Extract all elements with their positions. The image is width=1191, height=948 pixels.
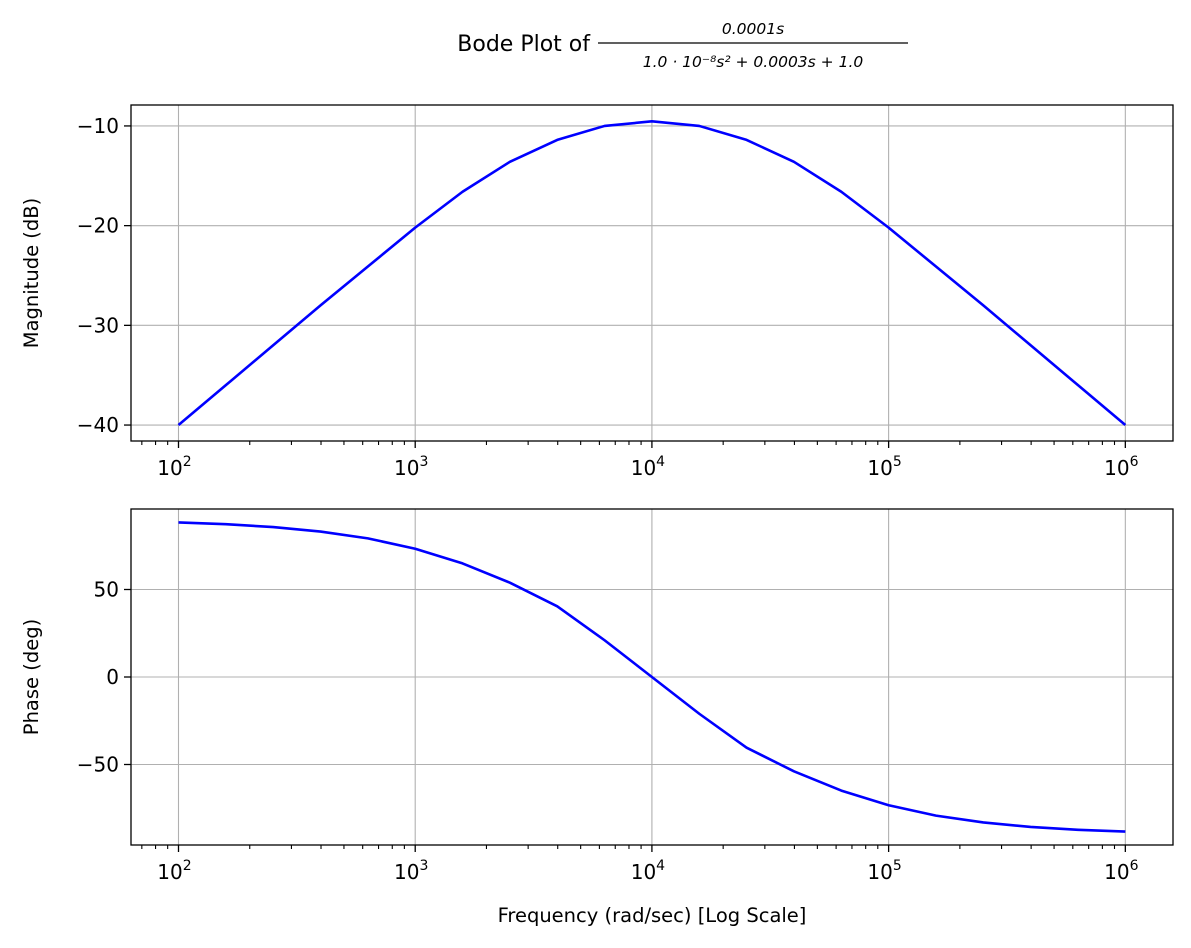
panel0-x-tick-exponent-1: 3 — [419, 454, 428, 470]
panel0-y-axis-label: Magnitude (dB) — [20, 198, 43, 348]
title-prefix: Bode Plot of — [457, 32, 591, 57]
panel0-x-tick-exponent-3: 5 — [893, 454, 902, 470]
panel1-x-tick-exponent-4: 6 — [1130, 858, 1139, 874]
panel1-y-tick-label-0: −50 — [77, 753, 119, 777]
panel1-y-tick-label-2: 50 — [94, 578, 119, 602]
panel1-series-line-0 — [178, 521, 1126, 833]
panel0-x-tick-label-3: 105 — [867, 454, 901, 480]
panel0-y-tick-label-1: −30 — [77, 313, 119, 337]
panel1-x-tick-exponent-1: 3 — [419, 858, 428, 874]
chart-title: Bode Plot of 0.0001s 1.0 · 10⁻⁸s² + 0.00… — [457, 20, 908, 71]
panel0-series-line-0 — [177, 120, 1127, 427]
panel1-y-axis-label: Phase (deg) — [20, 619, 43, 735]
panel1-x-tick-exponent-2: 4 — [656, 858, 665, 874]
panel1-y-tick-label-1: 0 — [106, 665, 119, 689]
panel1-x-tick-exponent-3: 5 — [893, 858, 902, 874]
panel0-y-tick-label-0: −40 — [77, 413, 119, 437]
panel1-x-axis-label: Frequency (rad/sec) [Log Scale] — [498, 904, 807, 927]
panel1-x-tick-exponent-0: 2 — [183, 858, 192, 874]
title-denominator: 1.0 · 10⁻⁸s² + 0.0003s + 1.0 — [643, 53, 864, 71]
panel0-x-tick-exponent-2: 4 — [656, 454, 665, 470]
panel0-y-tick-label-3: −10 — [77, 114, 119, 138]
title-numerator: 0.0001s — [722, 20, 784, 38]
panel0-y-tick-label-2: −20 — [77, 214, 119, 238]
panel0-x-tick-exponent-4: 6 — [1130, 454, 1139, 470]
panel0-x-tick-exponent-0: 2 — [183, 454, 192, 470]
